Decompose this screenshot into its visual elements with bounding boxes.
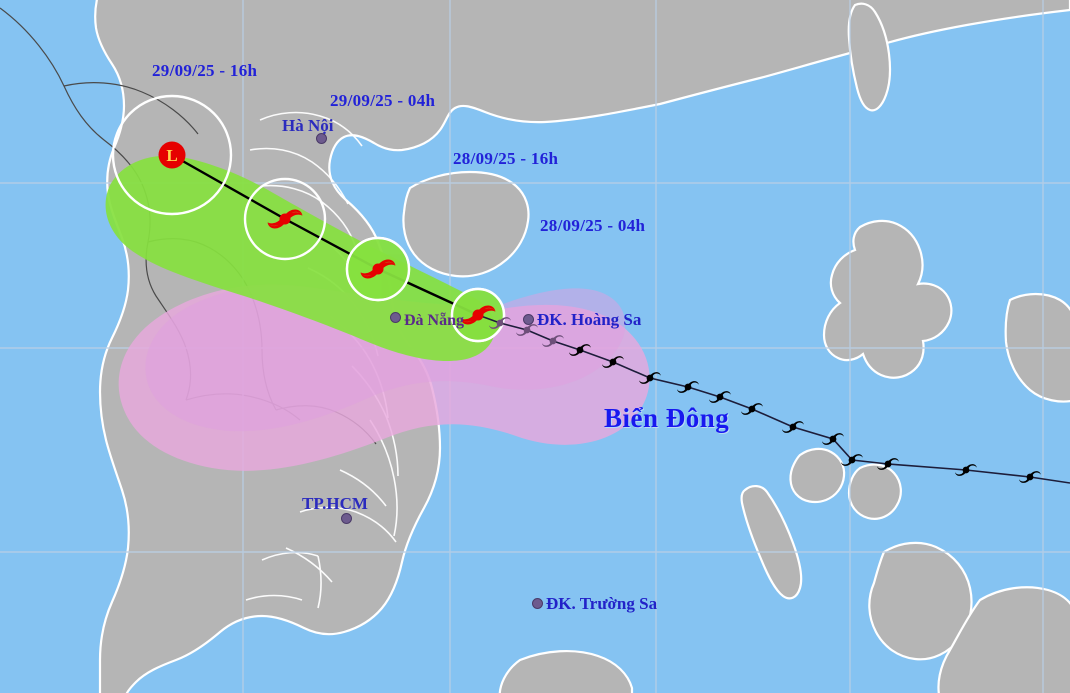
hoangsa-dot bbox=[523, 314, 534, 325]
cone-inner-danger-area bbox=[105, 155, 496, 361]
uncertainty-circle-29-04 bbox=[243, 177, 327, 261]
land-island-sw bbox=[498, 649, 634, 693]
truongsa-dot bbox=[532, 598, 543, 609]
land-visayas-1 bbox=[789, 447, 846, 504]
land-mindanao bbox=[868, 541, 973, 661]
land-palawan bbox=[740, 485, 803, 600]
low-pressure-symbol-29-16: L bbox=[158, 141, 186, 169]
land-hainan bbox=[402, 170, 530, 278]
uncertainty-circle-overlay bbox=[345, 236, 506, 343]
danang-city-dot bbox=[390, 312, 401, 323]
svg-text:L: L bbox=[166, 146, 177, 165]
land-visayas-2 bbox=[847, 463, 902, 520]
cone-outer-gale-area bbox=[118, 284, 650, 471]
land-luzon bbox=[822, 219, 953, 379]
uncertainty-circle-29-16 bbox=[111, 94, 233, 216]
forecast-center-line bbox=[171, 153, 479, 317]
hanoi-city-dot bbox=[316, 133, 327, 144]
land-borneo-north bbox=[937, 586, 1070, 693]
tphcm-city-dot bbox=[341, 513, 352, 524]
